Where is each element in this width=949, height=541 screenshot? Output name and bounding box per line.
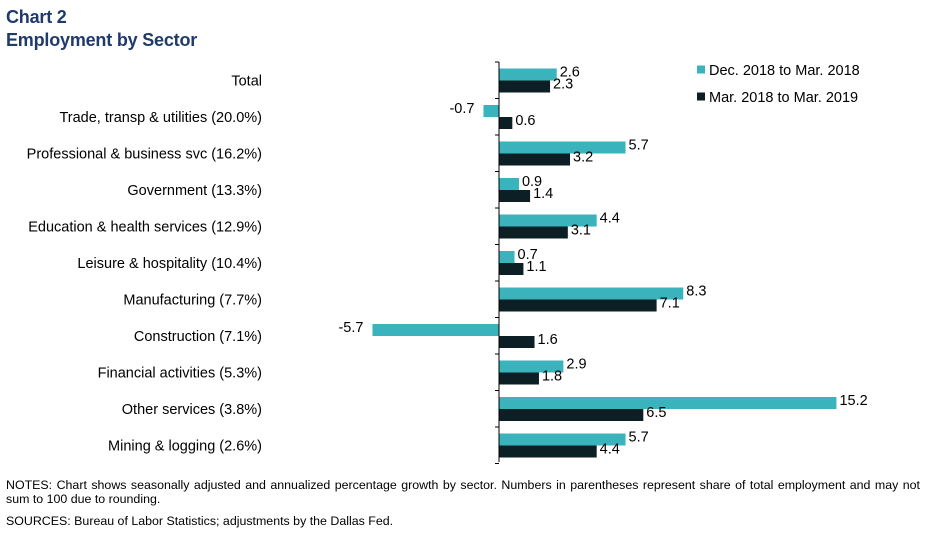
data-label-trade-transp-utilities-20-0-series-1: -0.7: [449, 101, 474, 117]
category-label-manufacturing-7-7: Manufacturing (7.7%): [123, 292, 262, 308]
bar-education-health-services-12-9-series-1: [499, 214, 597, 227]
bar-other-services-3-8-series-2: [499, 409, 644, 421]
category-label-professional-business-svc-16-2: Professional & business svc (16.2%): [27, 146, 262, 162]
bar-chart: Total 2.62.3 Trade, transp & utilities (20…: [27, 61, 868, 464]
data-label-government-13-3-series-2: 1.4: [533, 186, 553, 202]
data-label-construction-7-1-series-2: 1.6: [538, 332, 558, 348]
chart-title: Chart 2: [6, 7, 67, 27]
bar-financial-activities-5-3-series-2: [499, 372, 539, 385]
data-label-other-services-3-8-series-2: 6.5: [646, 405, 666, 421]
data-label-education-health-services-12-9-series-2: 3.1: [571, 223, 591, 239]
bar-trade-transp-utilities-20-0-series-1: [483, 105, 499, 117]
chart-titles: Chart 2 Employment by Sector: [6, 6, 197, 52]
data-label-leisure-hospitality-10-4-series-1: 0.7: [518, 247, 538, 263]
bar-other-services-3-8-series-1: [499, 397, 837, 409]
bar-professional-business-svc-16-2-series-2: [499, 153, 571, 166]
data-label-manufacturing-7-7-series-2: 7.1: [660, 296, 680, 312]
bar-mining-logging-2-6-series-1: [499, 433, 626, 446]
bar-manufacturing-7-7-series-2: [499, 299, 657, 312]
category-label-trade-transp-utilities-20-0: Trade, transp & utilities (20.0%): [59, 110, 262, 126]
bar-total-series-1: [499, 68, 557, 81]
category-label-government-13-3: Government (13.3%): [127, 183, 262, 199]
bar-total-series-2: [499, 80, 551, 93]
bar-construction-7-1-series-1: [372, 324, 499, 336]
bar-professional-business-svc-16-2-series-1: [499, 141, 626, 154]
category-label-total: Total: [231, 73, 262, 89]
category-label-financial-activities-5-3: Financial activities (5.3%): [98, 365, 262, 381]
bar-financial-activities-5-3-series-1: [499, 360, 564, 373]
data-label-trade-transp-utilities-20-0-series-2: 0.6: [515, 113, 535, 129]
category-label-education-health-services-12-9: Education & health services (12.9%): [28, 219, 262, 235]
data-label-mining-logging-2-6-series-2: 4.4: [600, 442, 620, 458]
bar-education-health-services-12-9-series-2: [499, 226, 568, 239]
chart-subtitle: Employment by Sector: [6, 30, 198, 50]
bar-leisure-hospitality-10-4-series-1: [499, 251, 515, 263]
category-label-leisure-hospitality-10-4: Leisure & hospitality (10.4%): [77, 256, 262, 272]
category-label-construction-7-1: Construction (7.1%): [134, 329, 262, 345]
legend-swatch-series-2: [697, 92, 705, 101]
bar-trade-transp-utilities-20-0-series-2: [499, 117, 513, 129]
data-label-education-health-services-12-9-series-1: 4.4: [600, 211, 620, 227]
data-label-other-services-3-8-series-1: 15.2: [839, 393, 867, 409]
category-label-mining-logging-2-6: Mining & logging (2.6%): [108, 438, 262, 454]
legend-label-series-2: Mar. 2018 to Mar. 2019: [709, 90, 858, 106]
data-label-total-series-2: 2.3: [553, 77, 573, 93]
bar-manufacturing-7-7-series-1: [499, 287, 684, 300]
category-label-other-services-3-8: Other services (3.8%): [122, 402, 262, 418]
bar-government-13-3-series-1: [499, 178, 519, 190]
legend-swatch-series-1: [697, 65, 705, 74]
data-label-financial-activities-5-3-series-2: 1.8: [542, 369, 562, 385]
data-label-professional-business-svc-16-2-series-2: 3.2: [573, 150, 593, 166]
bar-government-13-3-series-2: [499, 190, 531, 202]
chart-notes: NOTES: Chart shows seasonally adjusted a…: [6, 478, 920, 506]
data-label-leisure-hospitality-10-4-series-2: 1.1: [526, 259, 546, 275]
data-label-manufacturing-7-7-series-1: 8.3: [686, 284, 706, 300]
data-label-financial-activities-5-3-series-1: 2.9: [566, 357, 586, 373]
data-label-construction-7-1-series-1: -5.7: [338, 320, 363, 336]
chart-sources: SOURCES: Bureau of Labor Statistics; adj…: [6, 514, 394, 528]
bar-leisure-hospitality-10-4-series-2: [499, 263, 524, 275]
data-label-professional-business-svc-16-2-series-1: 5.7: [629, 138, 649, 154]
legend-label-series-1: Dec. 2018 to Mar. 2018: [709, 63, 860, 79]
data-label-total-series-1: 2.6: [560, 65, 580, 81]
data-label-mining-logging-2-6-series-1: 5.7: [629, 430, 649, 446]
bar-mining-logging-2-6-series-2: [499, 445, 597, 458]
data-label-government-13-3-series-1: 0.9: [522, 174, 542, 190]
bar-construction-7-1-series-2: [499, 336, 535, 348]
